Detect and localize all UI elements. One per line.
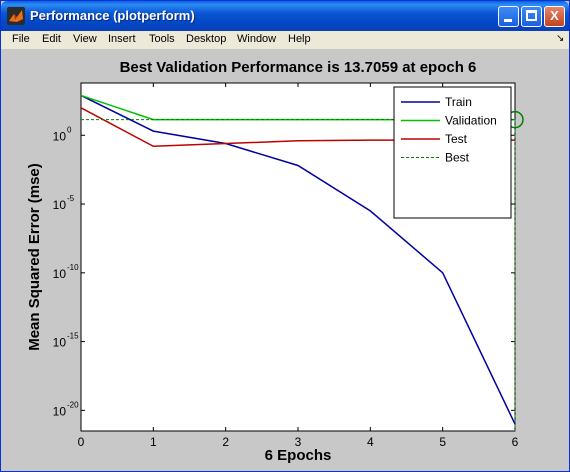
- title-bar[interactable]: Performance (plotperform) X: [1, 1, 569, 31]
- legend[interactable]: Train Validation Test Best: [393, 86, 512, 219]
- figure-canvas: Best Validation Performance is 13.7059 a…: [1, 49, 569, 471]
- window-title: Performance (plotperform): [30, 8, 195, 23]
- x-tick-label: 6: [512, 435, 519, 449]
- legend-label-best: Best: [445, 151, 470, 165]
- y-tick-exponent: -15: [67, 332, 79, 341]
- menu-bar: File Edit View Insert Tools Desktop Wind…: [1, 31, 569, 49]
- menu-desktop[interactable]: Desktop: [186, 33, 227, 45]
- x-axis-label: 6 Epochs: [265, 447, 332, 464]
- maximize-button[interactable]: [521, 6, 542, 27]
- y-tick-exponent: -20: [67, 400, 79, 409]
- y-axis-label: Mean Squared Error (mse): [26, 163, 43, 351]
- y-tick-label: 10: [53, 404, 67, 418]
- y-tick-exponent: 0: [67, 125, 72, 134]
- legend-label-train: Train: [445, 95, 472, 109]
- menu-insert[interactable]: Insert: [108, 33, 136, 45]
- y-tick-label: 10: [53, 129, 67, 143]
- matlab-logo-icon: [7, 7, 25, 25]
- y-tick-exponent: -10: [67, 263, 79, 272]
- y-tick-exponent: -5: [67, 194, 75, 203]
- dock-arrow-icon[interactable]: ↘: [556, 33, 565, 44]
- x-tick-label: 3: [295, 435, 302, 449]
- menu-tools[interactable]: Tools: [149, 33, 175, 45]
- menu-edit[interactable]: Edit: [42, 33, 61, 45]
- x-tick-label: 5: [439, 435, 446, 449]
- y-tick-label: 10: [53, 267, 67, 281]
- x-axis: 0 1 2 3 4 5 6: [78, 83, 519, 449]
- menu-file[interactable]: File: [12, 33, 30, 45]
- legend-box: [393, 86, 512, 219]
- legend-label-test: Test: [445, 132, 468, 146]
- x-tick-label: 4: [367, 435, 374, 449]
- x-tick-label: 0: [78, 435, 85, 449]
- close-button[interactable]: X: [544, 6, 565, 27]
- x-tick-label: 2: [222, 435, 229, 449]
- y-tick-label: 10: [53, 336, 67, 350]
- menu-view[interactable]: View: [73, 33, 97, 45]
- menu-help[interactable]: Help: [288, 33, 311, 45]
- minimize-button[interactable]: [498, 6, 519, 27]
- series-line-train: [80, 94, 516, 425]
- y-tick-label: 10: [53, 198, 67, 212]
- close-icon: X: [550, 8, 559, 23]
- chart-title: Best Validation Performance is 13.7059 a…: [120, 59, 477, 76]
- legend-label-validation: Validation: [445, 114, 497, 128]
- x-tick-label: 1: [150, 435, 157, 449]
- maximize-icon: [526, 10, 537, 21]
- minimize-icon: [504, 19, 512, 22]
- menu-window[interactable]: Window: [237, 33, 277, 45]
- performance-chart: Best Validation Performance is 13.7059 a…: [26, 59, 524, 464]
